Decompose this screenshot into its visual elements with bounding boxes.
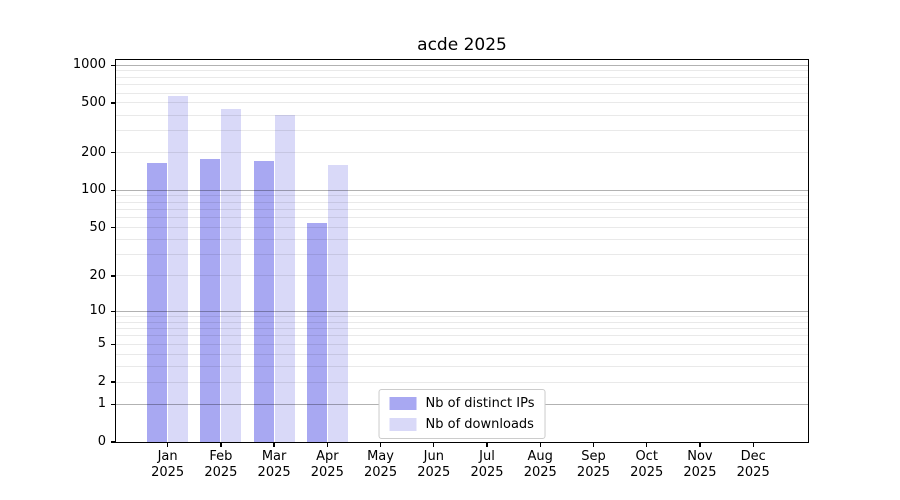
x-tick-mark	[273, 442, 275, 447]
x-tick-label-jun: Jun 2025	[417, 449, 451, 480]
bar-jan-distinct-ips	[147, 163, 168, 442]
y-tick-mark	[111, 152, 116, 154]
legend-item-downloads: Nb of downloads	[389, 417, 535, 432]
x-tick-mark	[166, 442, 169, 447]
y-tick-mark	[111, 275, 116, 277]
minor-gridline	[116, 102, 808, 104]
minor-gridline	[116, 152, 808, 154]
x-tick-label-jan: Jan 2025	[151, 449, 185, 480]
major-gridline	[116, 64, 808, 66]
x-tick-mark	[699, 442, 701, 447]
y-tick-label: 0	[97, 434, 106, 449]
legend: Nb of distinct IPs Nb of downloads	[378, 389, 546, 439]
major-gridline	[116, 189, 808, 191]
x-tick-label-feb: Feb 2025	[204, 449, 238, 480]
bars-layer	[116, 60, 808, 442]
minor-gridline	[116, 381, 808, 383]
x-tick-mark	[539, 442, 541, 447]
minor-gridline	[116, 92, 808, 94]
minor-gridline	[116, 217, 808, 219]
y-tick-label: 50	[89, 219, 106, 235]
plot-area: 0 1 2 5 10 20 50 100 200 500 1000 Jan 2025 Feb 2025 Mar…	[73, 58, 809, 480]
bar-jan-downloads	[168, 95, 189, 442]
y-tick-label: 1	[97, 396, 106, 412]
minor-gridline	[116, 76, 808, 78]
x-tick-label-may: May 2025	[364, 449, 398, 480]
y-tick-mark	[111, 441, 116, 443]
x-tick-mark	[326, 442, 328, 447]
minor-gridline	[116, 114, 808, 116]
x-tick-label-oct: Oct 2025	[630, 449, 664, 480]
x-tick-label-nov: Nov 2025	[683, 449, 717, 480]
y-tick-label: 200	[81, 144, 106, 160]
x-tick-mark	[379, 442, 382, 447]
y-tick-mark	[111, 189, 116, 191]
x-tick-mark	[752, 442, 754, 447]
y-tick-mark	[111, 102, 116, 104]
minor-gridline	[116, 353, 808, 355]
minor-gridline	[116, 315, 808, 317]
y-tick-label: 5	[97, 336, 106, 352]
y-tick-label: 2	[97, 374, 106, 390]
minor-gridline	[116, 209, 808, 211]
legend-swatch-downloads	[389, 418, 417, 431]
minor-gridline	[116, 335, 808, 337]
x-tick-label-apr: Apr 2025	[310, 449, 344, 480]
chart-title: acde 2025	[417, 35, 507, 55]
x-tick-label-sep: Sep 2025	[576, 449, 611, 480]
x-tick-label-aug: Aug 2025	[523, 449, 557, 480]
legend-label-distinct-ips: Nb of distinct IPs	[425, 396, 535, 411]
y-tick-mark	[111, 381, 116, 383]
minor-gridline	[116, 70, 808, 72]
y-tick-mark	[111, 403, 116, 405]
minor-gridline	[116, 254, 808, 256]
bar-feb-distinct-ips	[200, 159, 221, 442]
x-tick-label-mar: Mar 2025	[257, 449, 291, 480]
legend-label-downloads: Nb of downloads	[425, 417, 534, 432]
y-tick-label: 1000	[72, 57, 106, 73]
y-tick-label: 10	[89, 303, 106, 319]
minor-gridline	[116, 328, 808, 330]
minor-gridline	[116, 365, 808, 367]
y-tick-label: 100	[81, 182, 106, 198]
x-tick-label-jul: Jul 2025	[470, 449, 504, 480]
x-tick-mark	[433, 442, 435, 447]
bar-mar-distinct-ips	[253, 160, 274, 442]
minor-gridline	[116, 227, 808, 229]
x-tick-label-dec: Dec 2025	[736, 449, 770, 480]
x-tick-mark	[646, 442, 648, 447]
y-tick-mark	[111, 226, 116, 229]
axes-ticks-layer: 0 1 2 5 10 20 50 100 200 500 1000 Jan 2025 Feb 2025 Mar…	[73, 58, 808, 480]
y-tick-label: 500	[81, 94, 106, 110]
bar-mar-downloads	[274, 115, 295, 442]
bar-apr-downloads	[327, 164, 348, 442]
minor-gridline	[116, 201, 808, 203]
x-tick-mark	[592, 442, 595, 447]
bar-feb-downloads	[221, 108, 242, 442]
y-tick-mark	[111, 64, 116, 66]
y-tick-mark	[111, 310, 116, 312]
legend-swatch-distinct-ips	[389, 397, 417, 410]
bar-apr-distinct-ips	[306, 223, 327, 442]
minor-gridline	[116, 343, 808, 345]
minor-gridline	[116, 130, 808, 132]
minor-gridline	[116, 238, 808, 240]
x-tick-mark	[486, 442, 488, 447]
x-tick-mark	[220, 442, 222, 447]
y-tick-label: 20	[89, 267, 106, 283]
minor-gridline	[116, 84, 808, 86]
legend-item-distinct-ips: Nb of distinct IPs	[389, 396, 535, 411]
minor-gridline	[116, 275, 808, 277]
minor-gridline	[116, 321, 808, 323]
y-tick-mark	[111, 343, 116, 345]
minor-gridline	[116, 195, 808, 197]
major-gridline	[116, 310, 808, 312]
